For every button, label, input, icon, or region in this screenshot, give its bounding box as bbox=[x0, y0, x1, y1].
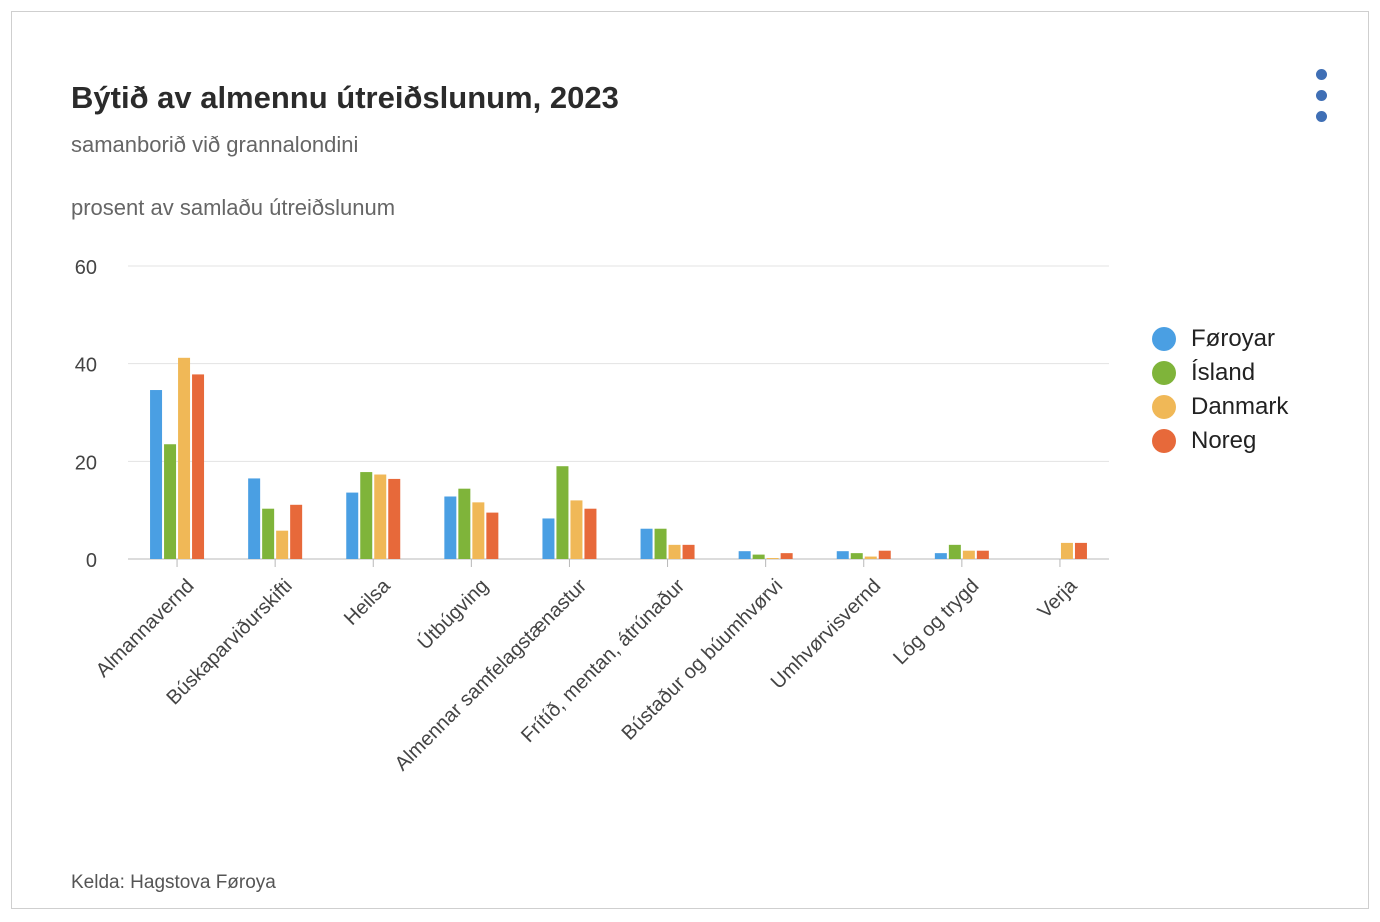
bar bbox=[640, 528, 653, 559]
x-tick-label: Heilsa bbox=[340, 574, 395, 629]
menu-dot bbox=[1316, 111, 1327, 122]
y-tick-label: 0 bbox=[86, 550, 97, 572]
bar bbox=[542, 518, 555, 559]
bar bbox=[682, 544, 695, 559]
legend-swatch bbox=[1152, 327, 1176, 351]
menu-dot bbox=[1316, 69, 1327, 80]
bar bbox=[934, 553, 947, 559]
bar bbox=[780, 553, 793, 559]
bar bbox=[962, 550, 975, 559]
bar bbox=[878, 550, 891, 559]
bar bbox=[556, 466, 569, 559]
y-tick-label: 40 bbox=[75, 355, 97, 377]
x-tick-label: Lóg og trygd bbox=[889, 575, 983, 669]
legend-swatch bbox=[1152, 429, 1176, 453]
bar bbox=[248, 478, 261, 559]
bar bbox=[1074, 542, 1087, 559]
x-tick-label: Frítíð, mentan, átrúnaður bbox=[517, 575, 689, 747]
legend-label: Noreg bbox=[1191, 427, 1257, 454]
bar bbox=[570, 500, 583, 559]
kebab-menu-icon[interactable] bbox=[1312, 66, 1332, 128]
bar bbox=[192, 374, 205, 559]
bar bbox=[850, 553, 863, 559]
bar bbox=[178, 357, 191, 559]
bar bbox=[836, 551, 849, 559]
legend: Føroyar Ísland Danmark Noreg bbox=[1152, 322, 1288, 458]
bar bbox=[290, 504, 303, 559]
source-note: Kelda: Hagstova Føroya bbox=[71, 872, 276, 893]
bar bbox=[976, 550, 989, 559]
chart-subtitle: samanborið við grannalondini bbox=[71, 132, 359, 157]
y-axis-unit-label: prosent av samlaðu útreiðslunum bbox=[71, 195, 396, 220]
chart-title: Býtið av almennu útreiðslunum, 2023 bbox=[71, 80, 619, 115]
x-tick-label: Almannavernd bbox=[92, 575, 199, 682]
bar bbox=[948, 544, 961, 559]
legend-swatch bbox=[1152, 361, 1176, 385]
legend-label: Ísland bbox=[1191, 359, 1256, 386]
chart-card bbox=[11, 11, 1369, 909]
bar bbox=[276, 530, 289, 559]
bar bbox=[766, 558, 779, 559]
legend-label: Danmark bbox=[1191, 393, 1289, 420]
bar bbox=[150, 390, 163, 559]
bar bbox=[388, 478, 401, 559]
y-tick-label: 20 bbox=[75, 452, 97, 474]
legend-item-danmark[interactable]: Danmark bbox=[1152, 390, 1288, 424]
x-tick-label: Bústaður og búumhvørvi bbox=[618, 575, 788, 745]
x-tick-label: Almennar samfelagstænastur bbox=[391, 575, 592, 776]
legend-item-foroyar[interactable]: Føroyar bbox=[1152, 322, 1288, 356]
bar bbox=[262, 508, 275, 559]
bar bbox=[654, 528, 667, 559]
bar bbox=[444, 496, 457, 559]
bar bbox=[458, 488, 471, 559]
legend-swatch bbox=[1152, 395, 1176, 419]
legend-label: Føroyar bbox=[1191, 325, 1275, 352]
bar bbox=[752, 554, 765, 559]
bar bbox=[472, 502, 485, 559]
legend-item-noreg[interactable]: Noreg bbox=[1152, 424, 1288, 458]
bar bbox=[668, 544, 681, 559]
bar bbox=[486, 512, 499, 559]
bar bbox=[360, 472, 373, 559]
y-tick-label: 60 bbox=[75, 257, 97, 279]
bar bbox=[864, 556, 877, 559]
bar bbox=[1060, 542, 1073, 559]
bar bbox=[374, 474, 387, 559]
x-tick-label: Útbúgving bbox=[413, 574, 493, 654]
legend-item-island[interactable]: Ísland bbox=[1152, 356, 1288, 390]
bar bbox=[164, 444, 177, 559]
bar bbox=[346, 492, 359, 559]
x-tick-label: Verja bbox=[1034, 574, 1082, 622]
menu-dot bbox=[1316, 90, 1327, 101]
bar bbox=[738, 551, 751, 559]
bar bbox=[584, 508, 597, 559]
